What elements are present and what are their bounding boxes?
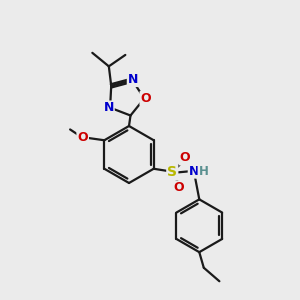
Text: N: N	[189, 165, 199, 178]
Text: O: O	[174, 182, 184, 194]
Text: S: S	[167, 165, 177, 179]
Text: N: N	[128, 73, 138, 86]
Text: H: H	[199, 165, 208, 178]
Text: O: O	[140, 92, 151, 105]
Text: N: N	[103, 101, 114, 115]
Text: O: O	[77, 131, 88, 144]
Text: O: O	[180, 152, 190, 164]
